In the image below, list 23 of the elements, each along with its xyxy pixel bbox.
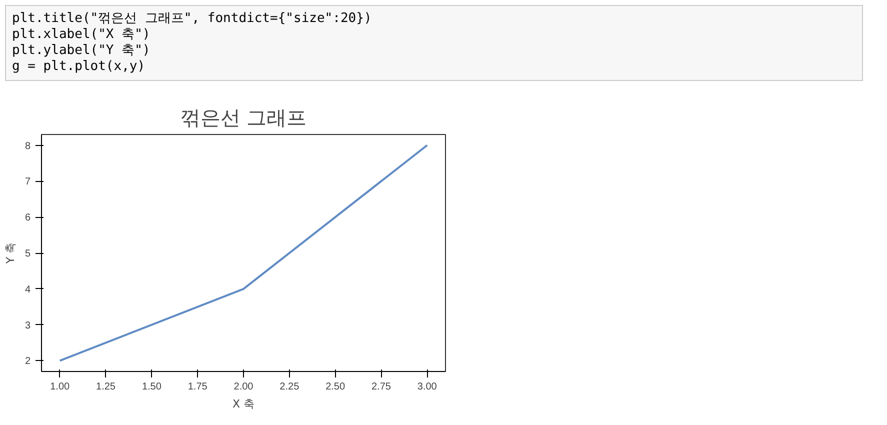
x-tick-label: 3.00 <box>417 382 438 392</box>
x-tick-label: 1.00 <box>50 382 70 392</box>
y-tick-label: 6 <box>24 212 31 224</box>
y-tick-label: 8 <box>24 140 31 152</box>
code-line: g = plt.plot(x,y) <box>12 59 146 75</box>
y-tick-label: 3 <box>24 320 31 332</box>
y-tick-label: 4 <box>24 284 31 296</box>
code-line: plt.xlabel("X 축") <box>12 27 152 43</box>
y-tick-label: 7 <box>24 176 31 188</box>
y-tick-label: 2 <box>24 356 31 368</box>
code-line: plt.title("꺾은선 그래프", fontdict={"size":20}) <box>12 11 373 27</box>
x-tick-label: 2.25 <box>280 382 300 392</box>
x-tick-label: 2.75 <box>371 382 392 392</box>
x-tick-label: 1.75 <box>188 382 208 392</box>
code-line: plt.ylabel("Y 축") <box>12 43 152 59</box>
chart-title: 꺾은선 그래프 <box>180 106 307 130</box>
x-axis-title: X 축 <box>232 398 255 410</box>
x-tick-label: 2.50 <box>326 382 346 392</box>
x-tick-label: 1.25 <box>96 382 116 392</box>
y-axis-title: Y 축 <box>4 242 17 265</box>
y-tick-label: 5 <box>24 248 31 260</box>
x-tick-label: 1.50 <box>142 382 162 392</box>
x-tick-label: 2.00 <box>234 382 254 392</box>
